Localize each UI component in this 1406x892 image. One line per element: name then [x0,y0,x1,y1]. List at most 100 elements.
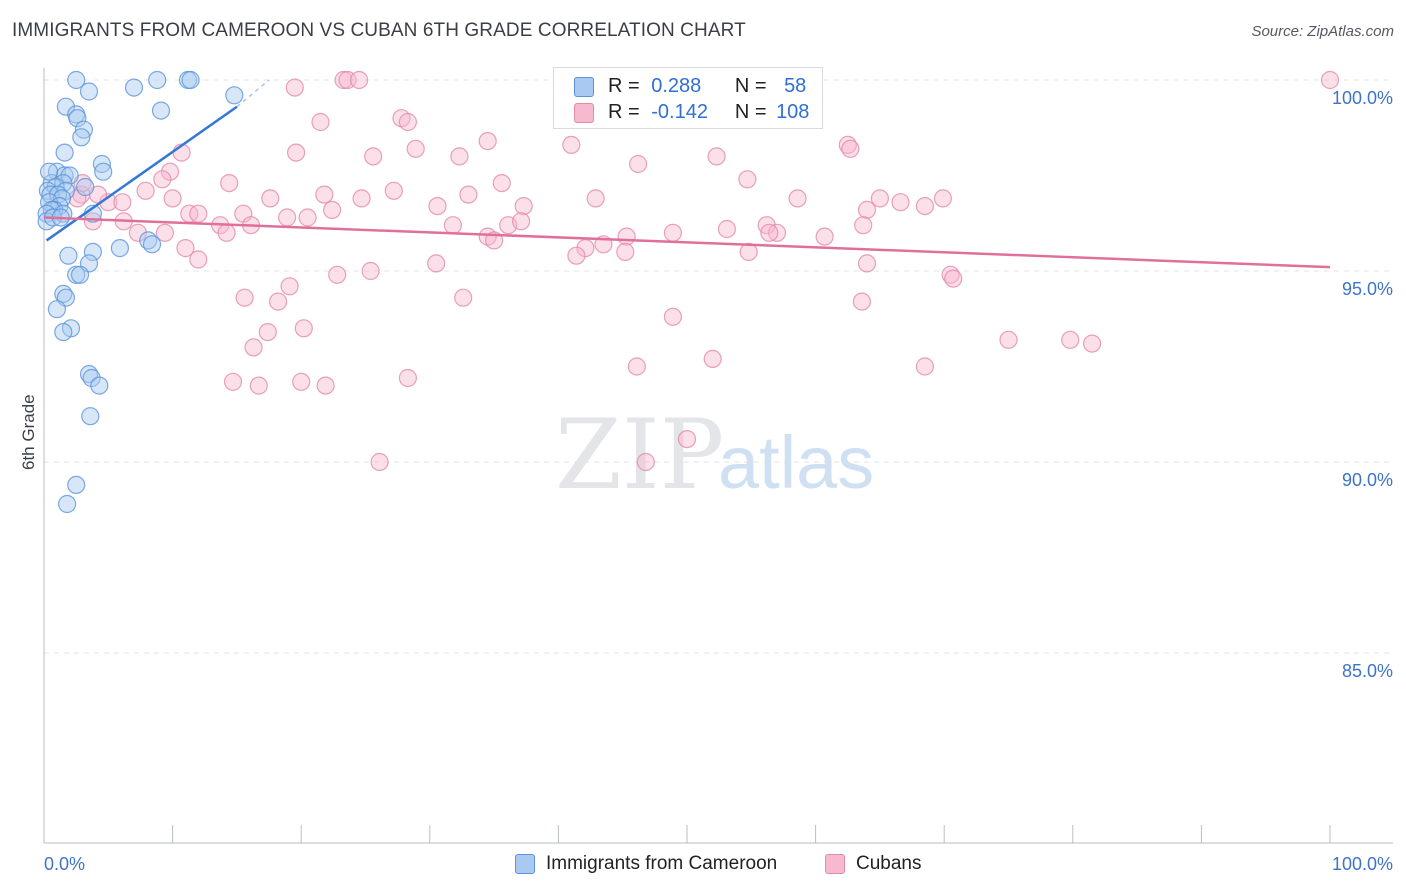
cubans-point [857,200,877,219]
cubans-point [703,349,722,368]
y-tick-label: 100.0% [1332,88,1393,108]
y-tick-label: 95.0% [1342,279,1393,299]
cubans-point [841,139,860,158]
cubans-point [406,139,425,158]
cubans-point [285,78,304,97]
cameroon-point [59,246,78,265]
cameroon-legend-swatch [515,854,535,874]
cubans-point [944,269,963,288]
cameroon-point [110,239,130,258]
cubans-point [739,242,758,261]
cubans-trend-line [43,216,1331,269]
cubans-point [636,452,655,472]
cameroon-swatch [574,77,594,97]
cameroon-point [82,368,101,388]
cubans-point [298,208,317,227]
cubans-point [294,319,313,338]
legend-label: Immigrants from Cameroon [546,853,778,874]
cubans-point [364,147,383,166]
watermark-zip: ZIP [555,399,724,511]
axes [43,68,1393,844]
cubans-point [999,330,1018,349]
cameroon-point [181,70,200,90]
cameroon-point [47,300,67,319]
series-legend: Immigrants from Cameroon Cubans [0,852,1406,878]
cubans-point [176,239,195,258]
cameroon-trend-extension [236,79,270,108]
cubans-point [663,307,683,326]
cubans-point [627,357,646,376]
cameroon-point [90,376,109,395]
cubans-point [352,189,371,208]
cameroon-point [56,97,76,116]
stats-legend: R = 0.288 N = 58 R = -0.142 N = 108 [553,67,823,129]
cubans-point [217,223,236,242]
r-label: R = [608,101,640,123]
cubans-point [384,181,403,200]
cubans-point [316,376,335,395]
n-value: 58 [784,75,807,97]
cameroon-point [54,323,73,342]
cubans-points [68,70,1340,472]
cubans-point [323,200,342,219]
cubans-point [136,181,155,200]
cubans-point [586,189,605,208]
cubans-point [677,430,697,449]
cameroon-point [39,162,59,181]
cubans-point [189,204,208,223]
cubans-point [767,223,787,242]
y-tick-labels: 85.0% 90.0% 95.0% 100.0% [1332,88,1393,681]
cubans-point [567,246,586,265]
cameroon-point [81,407,100,426]
r-value: 0.288 [651,75,702,97]
cubans-point [815,227,834,246]
cameroon-point [60,166,79,185]
cubans-point [717,219,737,239]
cubans-point [915,357,935,376]
cubans-point [891,193,910,212]
cubans-point [398,368,417,388]
cubans-point [760,223,779,242]
cubans-point [492,174,511,193]
cubans-point [278,208,297,227]
cubans-point [220,174,239,193]
cameroon-point [92,154,112,174]
cameroon-point [67,475,86,494]
cubans-point [428,197,447,216]
y-tick-label: 85.0% [1342,661,1393,681]
cameroon-point [94,162,113,181]
cubans-point [128,223,147,242]
cubans-point [459,185,478,204]
cubans-point [350,70,369,90]
cameroon-point [67,265,86,284]
cubans-legend-swatch [825,854,845,874]
cubans-point [292,372,311,391]
n-value: 108 [776,101,810,123]
source-note: Source: ZipAtlas.com [1251,23,1394,40]
cameroon-point [79,82,99,101]
cubans-point [155,223,174,242]
cubans-point [315,185,334,204]
cubans-swatch [574,103,594,123]
cubans-point [478,132,497,151]
cubans-point [915,197,935,216]
cubans-point [628,154,648,174]
cubans-point [280,277,299,296]
cubans-point [163,189,182,208]
cubans-point [160,162,180,181]
cubans-point [514,197,533,216]
cameroon-point [225,86,244,105]
cubans-point [244,338,263,357]
cameroon-points [37,70,244,514]
cameroon-point [72,128,91,147]
cubans-point [857,254,877,273]
cameroon-point [124,78,144,97]
cubans-point [663,223,683,242]
cubans-point [454,288,473,307]
cubans-point [427,254,446,273]
cubans-point [1082,334,1102,353]
cubans-point [617,227,636,246]
cubans-point [870,189,890,208]
cubans-point [370,452,389,472]
